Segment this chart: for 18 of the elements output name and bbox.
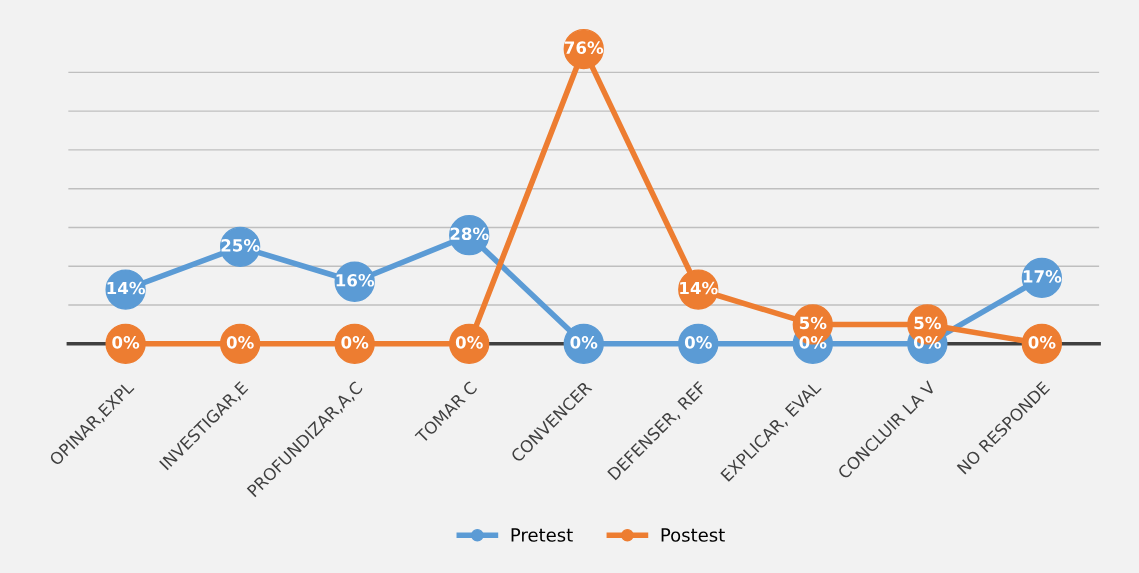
data-label: 17% xyxy=(1023,270,1062,283)
data-label: 76% xyxy=(564,41,604,54)
data-label: 0% xyxy=(684,336,712,349)
data-label: 14% xyxy=(680,281,718,295)
data-label: 0% xyxy=(112,336,140,349)
data-label: 0% xyxy=(226,336,254,349)
data-label: 0% xyxy=(341,336,369,349)
data-label: 0% xyxy=(570,336,598,349)
data-label: 14% xyxy=(107,281,146,295)
legend-label: Pretest xyxy=(511,528,573,542)
data-label: 5% xyxy=(914,316,941,330)
data-label: 5% xyxy=(799,316,827,330)
data-label: 0% xyxy=(1028,336,1056,349)
data-label: 25% xyxy=(221,239,260,252)
data-label: 0% xyxy=(455,336,483,349)
data-label: 16% xyxy=(336,273,375,287)
data-label: 28% xyxy=(450,227,489,241)
legend-label: Postest xyxy=(661,528,725,542)
